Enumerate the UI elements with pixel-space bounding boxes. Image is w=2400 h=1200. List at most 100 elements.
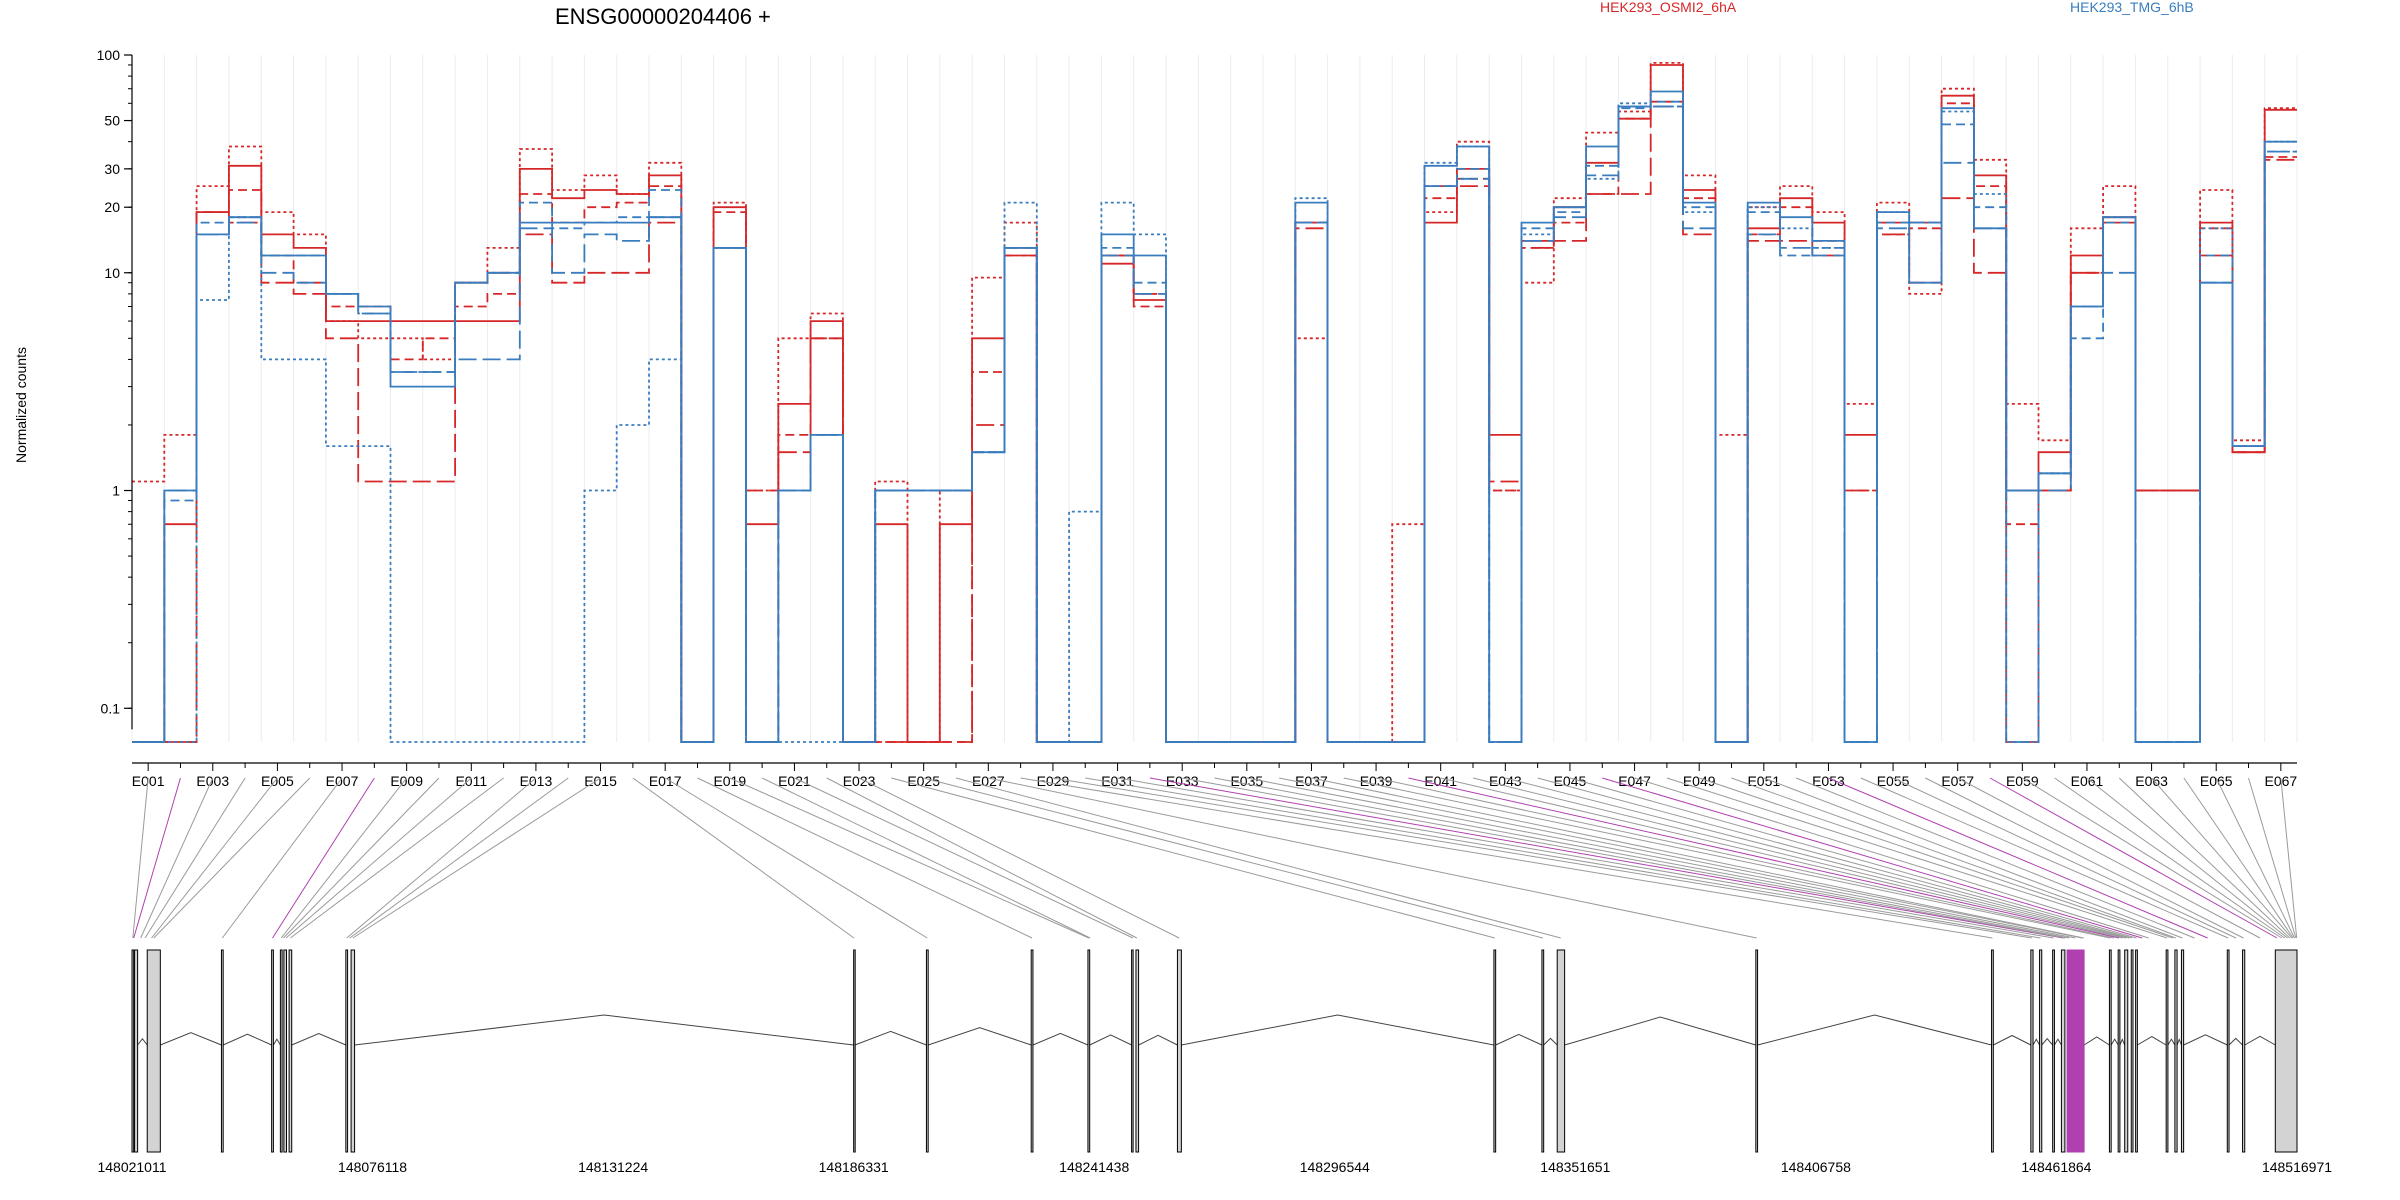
exon-box (2274, 949, 2298, 1153)
x-tick-label: E003 (196, 773, 229, 789)
intron-line (222, 1033, 272, 1046)
coordinate-label: 148186331 (819, 1159, 889, 1175)
exon-connector-line (1375, 777, 2114, 939)
exon-connector-line (1731, 777, 2176, 939)
coordinate-label: 148076118 (338, 1159, 407, 1175)
exon-box (2130, 949, 2134, 1153)
exon-connector-line (664, 777, 928, 939)
exon-connector-line (1634, 777, 2149, 939)
intron-line (2110, 1038, 2119, 1046)
exon-connector-line (1311, 777, 2084, 939)
intron-line (137, 1038, 148, 1046)
exon-connector-line (221, 777, 343, 939)
x-tick-label: E055 (1877, 773, 1910, 789)
exon-connector-line (988, 777, 1757, 939)
exon-connector-line (1795, 777, 2195, 939)
x-tick-label: E035 (1230, 773, 1263, 789)
x-tick-label: E023 (843, 773, 876, 789)
exon-box (2066, 949, 2085, 1153)
exon-connector-line (1472, 777, 2127, 939)
exon-connector-line (826, 777, 1138, 939)
gene-model-track (131, 949, 2298, 1153)
exon-box (279, 949, 283, 1153)
exon-connector-line (1343, 777, 2111, 939)
exon-connector-line (761, 777, 1091, 939)
exon-connector-line (1892, 777, 2237, 939)
x-tick-label: E065 (2200, 773, 2233, 789)
y-tick-label: 100 (97, 47, 121, 63)
exon-box (2052, 949, 2055, 1153)
intron-line (272, 1038, 281, 1046)
exon-connector-line (1925, 777, 2244, 939)
x-tick-label: E039 (1360, 773, 1393, 789)
exon-connector-line (1052, 777, 2032, 939)
series-line-osmi-2 (132, 64, 2297, 743)
coordinate-label: 148461864 (2021, 1159, 2091, 1175)
intron-line (2244, 1035, 2276, 1046)
exon-box (2165, 949, 2169, 1153)
intron-line (2032, 1038, 2041, 1046)
exon-box (925, 949, 929, 1153)
exon-connector-lines (132, 777, 2298, 939)
series-line-tmg-5 (132, 102, 2297, 743)
coordinate-label: 148406758 (1781, 1159, 1851, 1175)
exon-connector-line (153, 777, 311, 939)
exon-box (2242, 949, 2246, 1153)
x-tick-label: E057 (1941, 773, 1974, 789)
exon-box (220, 949, 224, 1153)
intron-line (2183, 1034, 2228, 1046)
x-tick-label: E025 (907, 773, 940, 789)
x-tick-label: E007 (326, 773, 359, 789)
exon-connector-line (955, 777, 1561, 939)
intron-line (291, 1032, 347, 1046)
series-lines (132, 62, 2297, 743)
exon-box (134, 949, 139, 1153)
exon-box (2174, 949, 2178, 1153)
coordinate-label: 148516971 (2262, 1159, 2332, 1175)
exon-box (131, 949, 135, 1153)
exon-connector-line (2215, 777, 2295, 939)
y-tick-label: 10 (104, 265, 120, 281)
exon-box (1030, 949, 1034, 1153)
coordinate-label: 148131224 (578, 1159, 648, 1175)
y-tick-label: 0.1 (101, 700, 121, 716)
y-tick-label: 20 (104, 199, 120, 215)
coordinate-label: 148021011 (97, 1159, 166, 1175)
exon-connector-line (2086, 777, 2288, 939)
x-tick-label: E013 (520, 773, 553, 789)
exon-connector-line (2118, 777, 2291, 939)
exon-box (2180, 949, 2185, 1153)
series-line-tmg-6 (132, 90, 2297, 743)
exon-connector-line (346, 777, 537, 939)
exon-connector-line (1957, 777, 2261, 939)
exon-connector-line (697, 777, 1033, 939)
exon-box (1131, 949, 1134, 1153)
exon-connector-line (1440, 777, 2123, 939)
exon-connector-line (144, 777, 246, 939)
intron-line (2053, 1038, 2062, 1046)
intron-line (854, 1030, 927, 1046)
exon-connector-line (1505, 777, 2130, 939)
exon-connector-line (151, 777, 278, 939)
x-tick-label: E009 (390, 773, 423, 789)
exon-connector-line (794, 777, 1134, 939)
x-tick-label: E019 (713, 773, 746, 789)
exon-box (2124, 949, 2129, 1153)
intron-line (1543, 1037, 1558, 1046)
exon-connector-line (283, 777, 440, 939)
x-tick-label: E005 (261, 773, 294, 789)
chart-title: ENSG00000204406 + (555, 4, 771, 29)
exon-box (1556, 949, 1566, 1153)
exon-connector-line (729, 777, 1090, 939)
exon-connector-line (1020, 777, 1993, 939)
exon-connector-line (2054, 777, 2286, 939)
exon-box (2135, 949, 2138, 1153)
exon-connector-line (1279, 777, 2083, 939)
x-tick-label: E041 (1424, 773, 1457, 789)
exon-connector-line (1246, 777, 2076, 939)
x-tick-label: E021 (778, 773, 811, 789)
x-tick-label: E061 (2071, 773, 2104, 789)
exon-connector-line (1149, 777, 2064, 939)
exon-connector-line (1828, 777, 2208, 939)
